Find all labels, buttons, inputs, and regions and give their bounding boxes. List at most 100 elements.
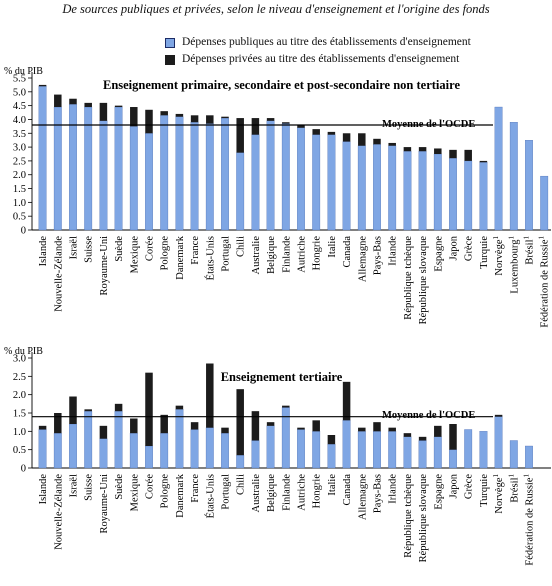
x-tick-label-tertiary: Brésil1 <box>507 474 520 503</box>
x-tick-label-tertiary: République tchèque <box>403 474 414 558</box>
oecd-average-label-tertiary: Moyenne de l'OCDE <box>382 410 475 421</box>
x-tick-label-tertiary: Fédération de Russie1 <box>523 474 536 566</box>
legend-item-private: Dépenses privées au titre des établissem… <box>165 51 471 68</box>
bar-private-primary <box>160 111 168 116</box>
x-tick-label-tertiary: France <box>190 474 201 503</box>
bar-public-primary <box>205 123 214 231</box>
bar-public-primary <box>403 151 412 231</box>
bar-private-primary <box>479 160 488 163</box>
bar-public-primary <box>433 153 442 231</box>
bar-private-primary <box>464 149 472 161</box>
bar-private-primary <box>312 129 320 135</box>
bar-public-tertiary <box>236 455 245 469</box>
x-tick-label-primary: Royaume-Uni <box>99 236 110 296</box>
bar-public-tertiary <box>509 440 518 469</box>
y-tick-label-primary: 5.0 <box>13 87 26 98</box>
bar-public-tertiary <box>160 433 169 469</box>
x-tick-label-tertiary: Espagne <box>433 474 444 510</box>
legend-item-public: Dépenses publiques au titre des établiss… <box>165 34 471 51</box>
y-tick-label-primary: 4.5 <box>13 101 26 112</box>
bar-public-tertiary <box>525 445 533 469</box>
bar-private-primary <box>434 148 442 154</box>
bar-private-tertiary <box>342 381 351 421</box>
bar-public-primary <box>251 134 260 231</box>
bar-private-primary <box>251 118 260 135</box>
bar-private-tertiary <box>297 427 305 430</box>
bar-public-primary <box>297 127 305 231</box>
bar-private-tertiary <box>449 424 457 450</box>
bar-private-primary <box>297 124 305 128</box>
bar-public-tertiary <box>266 425 275 469</box>
bar-private-primary <box>84 102 92 108</box>
bar-private-tertiary <box>282 405 290 408</box>
bar-private-primary <box>175 113 184 117</box>
bar-public-primary <box>464 160 473 231</box>
y-tick-label-primary: 4.0 <box>13 115 26 126</box>
y-tick-label-tertiary: 2.0 <box>13 390 26 401</box>
bar-private-tertiary <box>358 427 366 432</box>
bar-private-tertiary <box>160 414 168 434</box>
bar-public-primary <box>266 120 275 231</box>
x-tick-label-primary: République slovaque <box>418 236 429 325</box>
bar-public-tertiary <box>221 433 229 469</box>
bar-public-tertiary <box>464 429 473 469</box>
x-tick-label-primary: Suède <box>114 236 125 262</box>
bar-private-primary <box>145 109 153 134</box>
bar-public-primary <box>281 123 290 231</box>
x-tick-label-tertiary: Canada <box>342 474 353 506</box>
bar-public-primary <box>388 145 397 231</box>
bar-private-primary <box>342 133 351 142</box>
x-tick-label-primary: Norvège1 <box>492 236 505 276</box>
bar-public-primary <box>236 152 245 231</box>
x-tick-label-primary: Pays-Bas <box>373 236 384 275</box>
y-tick-label-primary: 0.5 <box>13 212 26 223</box>
y-tick-label-primary: 1.5 <box>13 184 26 195</box>
bar-private-tertiary <box>175 405 184 410</box>
bar-private-primary <box>327 131 336 135</box>
bar-public-tertiary <box>145 445 153 469</box>
bar-private-primary <box>99 102 108 121</box>
y-tick-label-primary: 2.0 <box>13 170 26 181</box>
x-tick-label-tertiary: Irlande <box>388 474 399 504</box>
bar-private-tertiary <box>114 403 123 412</box>
x-tick-label-tertiary: Allemagne <box>357 474 368 520</box>
x-tick-label-primary: Australie <box>251 236 262 275</box>
x-tick-label-tertiary: Pologne <box>160 474 171 509</box>
x-tick-label-tertiary: Pays-Bas <box>373 474 384 513</box>
bar-private-tertiary <box>190 422 199 430</box>
x-tick-label-primary: Pologne <box>160 236 171 271</box>
bar-public-tertiary <box>388 431 397 469</box>
bar-public-primary <box>494 106 503 231</box>
x-tick-label-primary: Israël <box>69 236 80 259</box>
y-tick-label-tertiary: 0 <box>21 464 26 475</box>
y-tick-label-primary: 1.0 <box>13 198 26 209</box>
bar-public-primary <box>190 122 199 231</box>
bar-public-tertiary <box>479 431 488 469</box>
bar-public-tertiary <box>114 411 123 469</box>
bar-private-primary <box>403 147 412 152</box>
legend-label-private: Dépenses privées au titre des établissem… <box>182 53 460 65</box>
chart-title-primary: Enseignement primaire, secondaire et pos… <box>103 78 460 92</box>
bar-public-primary <box>449 157 457 231</box>
bar-private-tertiary <box>236 389 244 456</box>
bar-private-tertiary <box>206 363 214 428</box>
footnote-marker: 1 <box>523 474 531 478</box>
bar-private-tertiary <box>69 396 77 424</box>
bar-public-primary <box>129 126 138 231</box>
x-tick-label-tertiary: Autriche <box>297 474 308 511</box>
bar-public-tertiary <box>433 436 442 469</box>
x-tick-label-tertiary: Nouvelle-Zélande <box>53 474 64 550</box>
y-tick-label-tertiary: 0.5 <box>13 445 26 456</box>
bar-public-tertiary <box>312 431 321 469</box>
bar-private-primary <box>266 118 275 121</box>
bar-public-tertiary <box>99 438 108 469</box>
legend: Dépenses publiques au titre des établiss… <box>165 34 471 68</box>
bar-public-tertiary <box>297 429 305 469</box>
bar-public-tertiary <box>342 420 351 469</box>
x-tick-label-primary: Portugal <box>221 236 232 272</box>
bar-private-primary <box>358 133 366 146</box>
x-tick-label-primary: Irlande <box>388 236 399 266</box>
x-tick-label-primary: Belgique <box>266 236 277 274</box>
bar-private-tertiary <box>494 414 503 417</box>
